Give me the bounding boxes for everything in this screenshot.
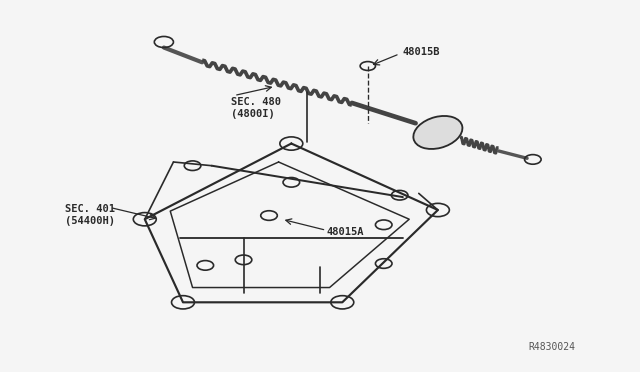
- Text: 48015B: 48015B: [403, 47, 440, 57]
- Text: 48015A: 48015A: [326, 227, 364, 237]
- Ellipse shape: [413, 116, 463, 149]
- Text: SEC. 480
(4800I): SEC. 480 (4800I): [231, 97, 281, 119]
- Text: SEC. 401
(54400H): SEC. 401 (54400H): [65, 205, 115, 226]
- Text: R4830024: R4830024: [528, 342, 575, 352]
